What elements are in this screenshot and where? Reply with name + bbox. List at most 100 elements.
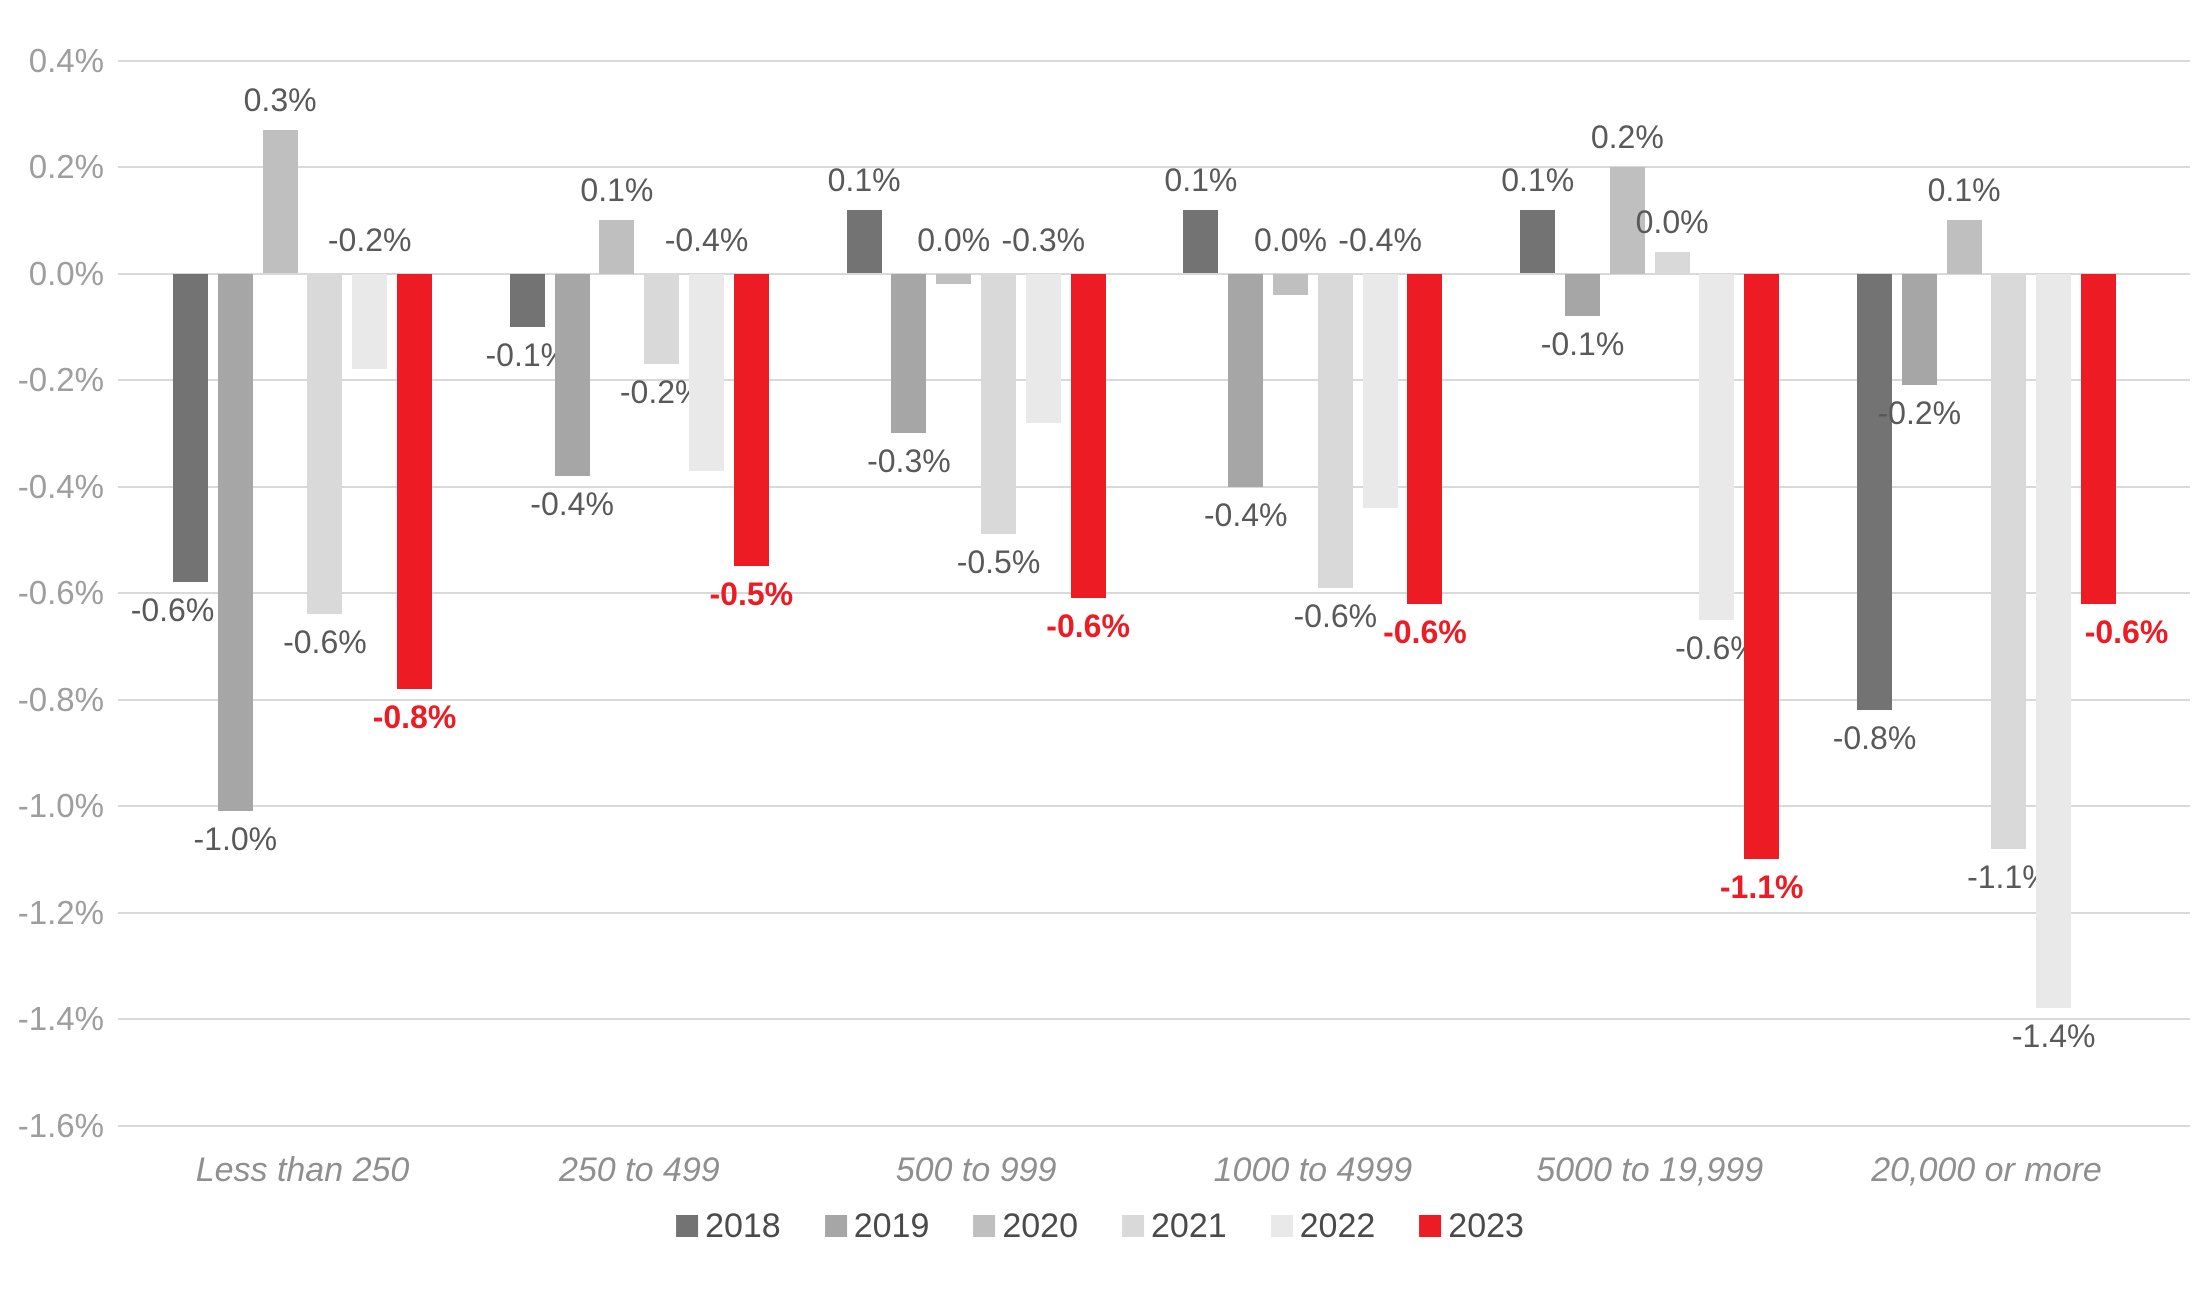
y-axis-label--1.4%: -1.4% xyxy=(17,1000,104,1037)
data-label-2020-1: 0.3% xyxy=(243,81,317,118)
bar-2022-4 xyxy=(1362,273,1398,508)
bar-2019-5 xyxy=(1565,273,1600,317)
y-axis-label--0.8%: -0.8% xyxy=(17,680,104,718)
bar-2022-3 xyxy=(1025,273,1061,423)
data-label-2019-5: -0.1% xyxy=(1540,326,1625,363)
bar-2020-2 xyxy=(599,220,635,274)
data-label-2020-4: 0.0% xyxy=(1254,221,1327,258)
legend-swatch-icon-2018 xyxy=(676,1215,699,1237)
data-label-2018-1: -0.6% xyxy=(130,592,215,629)
y-axis-label--1.6%: -1.6% xyxy=(17,1106,104,1144)
bar-2019-3 xyxy=(891,273,927,434)
legend-swatch-icon-2022 xyxy=(1270,1215,1293,1237)
x-axis-label-6: 20,000 or more xyxy=(1871,1151,2102,1189)
bar-2018-5 xyxy=(1520,209,1556,274)
legend-swatch-icon-2019 xyxy=(824,1215,847,1237)
gridline--0.2% xyxy=(118,379,2190,381)
bar-2023-3 xyxy=(1070,273,1106,599)
bar-2019-1 xyxy=(217,273,253,812)
data-label-2023-1: -0.8% xyxy=(372,698,457,735)
legend-swatch-icon-2021 xyxy=(1122,1215,1144,1237)
bar-2023-5 xyxy=(1744,273,1780,860)
data-label-2018-4: 0.1% xyxy=(1164,161,1238,198)
gridline--1.2% xyxy=(118,911,2190,914)
bar-2022-5 xyxy=(1699,273,1735,620)
data-label-2019-6: -0.2% xyxy=(1877,395,1962,432)
gridline--0.4% xyxy=(118,485,2190,488)
data-label-2020-3: 0.0% xyxy=(917,221,991,258)
x-axis-label-3: 500 to 999 xyxy=(895,1151,1057,1189)
gridline-0.4% xyxy=(118,59,2190,62)
legend-label-2019: 2019 xyxy=(853,1207,930,1245)
bar-2019-4 xyxy=(1228,273,1264,487)
bar-2021-4 xyxy=(1317,273,1353,588)
bar-2020-5 xyxy=(1609,167,1645,274)
data-label-2022-2: -0.4% xyxy=(664,221,749,258)
data-label-2018-6: -0.8% xyxy=(1832,720,1917,757)
gridline--0.8% xyxy=(118,698,2190,701)
legend-label-2021: 2021 xyxy=(1151,1207,1227,1245)
bar-2021-2 xyxy=(644,273,680,365)
data-label-2021-3: -0.5% xyxy=(956,544,1041,581)
data-label-2020-5: 0.2% xyxy=(1590,119,1664,155)
gridline--0.6% xyxy=(118,592,2190,594)
legend-label-2022: 2022 xyxy=(1299,1207,1376,1245)
legend-label-2023: 2023 xyxy=(1448,1207,1524,1245)
gridline--1.4% xyxy=(118,1018,2190,1020)
gridline-0.0% xyxy=(118,272,2190,275)
legend: 2018 2019 2020 2021 2022 2023 xyxy=(676,1206,1524,1246)
bar-2021-3 xyxy=(981,273,1016,535)
legend-item-2020: 2020 xyxy=(973,1206,1078,1246)
y-axis-label--1.2%: -1.2% xyxy=(17,893,104,931)
data-label-2018-5: 0.1% xyxy=(1501,161,1575,198)
bar-2018-6 xyxy=(1857,273,1892,711)
legend-item-2022: 2022 xyxy=(1270,1206,1376,1246)
data-label-2019-3: -0.3% xyxy=(867,443,951,480)
x-axis-label-4: 1000 to 4999 xyxy=(1213,1151,1413,1189)
data-label-2023-6: -0.6% xyxy=(2084,613,2169,650)
legend-label-2018: 2018 xyxy=(705,1207,781,1245)
data-label-2022-6: -1.4% xyxy=(2011,1018,2096,1055)
y-axis-label-0.4%: 0.4% xyxy=(28,41,104,79)
legend-item-2019: 2019 xyxy=(824,1206,930,1246)
bar-2021-6 xyxy=(1991,273,2027,849)
data-label-2023-4: -0.6% xyxy=(1383,613,1467,650)
x-axis-label-1: Less than 250 xyxy=(195,1151,410,1189)
data-label-2023-5: -1.1% xyxy=(1719,869,1804,906)
data-label-2018-3: 0.1% xyxy=(827,161,901,198)
bar-2018-1 xyxy=(173,273,208,583)
legend-item-2023: 2023 xyxy=(1419,1206,1524,1246)
bar-2023-1 xyxy=(397,273,432,689)
bar-2023-4 xyxy=(1407,273,1443,604)
legend-swatch-icon-2020 xyxy=(973,1215,996,1237)
y-axis-label--0.2%: -0.2% xyxy=(17,361,104,398)
data-label-2023-2: -0.5% xyxy=(709,576,794,613)
bar-2020-6 xyxy=(1946,220,1982,274)
x-axis-label-2: 250 to 499 xyxy=(558,1151,720,1189)
data-label-2021-1: -0.6% xyxy=(283,624,367,661)
data-label-2022-1: -0.2% xyxy=(327,221,412,258)
bar-2022-6 xyxy=(2036,273,2072,1009)
data-label-2022-4: -0.4% xyxy=(1338,221,1422,258)
bar-2020-4 xyxy=(1273,273,1308,295)
data-label-2020-6: 0.1% xyxy=(1927,172,2001,209)
data-label-2020-2: 0.1% xyxy=(580,172,654,209)
bar-2023-6 xyxy=(2081,273,2116,604)
bar-2022-2 xyxy=(689,273,724,471)
bar-2023-2 xyxy=(733,273,769,567)
bar-2018-3 xyxy=(846,209,882,274)
data-label-2019-2: -0.4% xyxy=(530,485,614,522)
y-axis-label--0.4%: -0.4% xyxy=(17,467,104,505)
legend-label-2020: 2020 xyxy=(1002,1207,1078,1245)
gridline--1.6% xyxy=(118,1124,2190,1127)
data-label-2023-3: -0.6% xyxy=(1046,608,1130,645)
bar-2020-3 xyxy=(936,273,972,285)
bar-2018-4 xyxy=(1183,209,1219,274)
bar-2021-1 xyxy=(307,273,343,615)
bar-2018-2 xyxy=(509,273,545,327)
legend-swatch-icon-2023 xyxy=(1419,1215,1442,1237)
data-label-2019-1: -1.0% xyxy=(193,821,278,858)
y-axis-label-0.2%: 0.2% xyxy=(28,148,104,185)
gridline-0.2% xyxy=(118,166,2190,168)
